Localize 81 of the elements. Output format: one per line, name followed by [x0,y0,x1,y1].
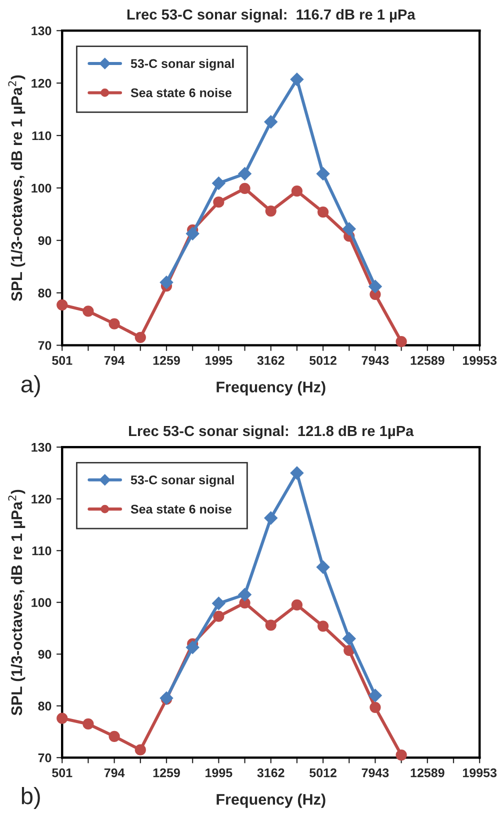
y-tick-label: 70 [38,341,52,350]
point [291,186,303,197]
point [108,318,120,330]
point [316,560,330,574]
point [238,588,252,602]
x-tick-label: 501 [52,356,72,365]
chart-title: Lrec 53-C sonar signal: 121.8 dB re 1µPa [129,425,414,440]
point [396,336,407,348]
legend-label: Sea state 6 noise [130,88,232,98]
point [56,299,68,310]
point [342,632,356,646]
x-tick-label: 19953 [463,768,497,778]
legend-label: 53-C sonar signal [130,58,234,71]
x-tick-label: 5012 [310,768,336,778]
point [342,222,356,236]
x-tick-label: 3162 [257,768,284,778]
y-tick-label: 80 [38,288,52,298]
y-tick-label: 80 [38,702,52,711]
point [134,744,146,756]
point [396,749,407,761]
legend-label: Sea state 6 noise [130,504,232,514]
point [370,702,381,713]
point [368,688,382,702]
x-tick-label: 7943 [362,356,389,365]
y-tick-label: 100 [32,184,52,193]
y-tick-label: 90 [38,650,52,659]
y-tick-label: 70 [38,753,52,762]
text: b) [22,786,40,809]
x-tick-label: 501 [52,768,72,778]
point [290,466,304,480]
x-tick-label: 3162 [257,356,284,365]
point [238,167,252,180]
point [213,196,224,208]
point [186,640,200,654]
point [56,712,68,724]
x-tick-label: 19953 [463,356,497,365]
x-tick-label: 12589 [410,356,444,365]
point [291,599,303,611]
y-tick-label: 120 [32,494,52,504]
y-tick-label: 120 [32,78,52,88]
legend-label: 53-C sonar signal [130,475,234,487]
y-tick-label: 110 [32,131,52,140]
point [264,511,278,525]
y-tick-label: 90 [38,236,52,246]
point [186,226,200,240]
point [82,718,94,730]
point [160,276,174,289]
text: a) [21,375,40,398]
x-tick-label: 1995 [206,768,232,778]
point [317,206,329,218]
x-tick-label: 7943 [362,768,389,778]
point [212,596,226,610]
x-tick-label: 1259 [153,356,180,365]
y-tick-label: 110 [32,546,52,556]
x-tick-label: 794 [104,768,125,778]
x-axis-title: Frequency (Hz) [216,794,326,808]
y-axis-title: SPL (1/3-octaves, dB re 1 µPa$^{2}$) [8,490,26,716]
y-tick-label: 130 [32,26,52,36]
point [213,610,224,622]
x-tick-label: 12589 [410,768,444,778]
point [239,182,250,194]
point [316,167,330,180]
x-tick-label: 1995 [206,356,232,365]
point [264,115,278,128]
x-axis-title: Frequency (Hz) [216,381,326,396]
point [134,332,146,343]
x-tick-label: 794 [104,356,125,365]
point [108,730,120,742]
y-tick-label: 100 [32,598,52,608]
chart-title: Lrec 53-C sonar signal: 116.7 dB re 1 µPa [127,8,416,23]
point [82,306,94,317]
point [317,620,329,632]
point [212,176,226,190]
point [265,205,276,217]
point [290,72,304,86]
x-tick-label: 1259 [153,768,180,778]
point [368,280,382,294]
y-tick-label: 130 [32,442,52,452]
x-tick-label: 5012 [310,356,336,365]
point [265,620,276,631]
y-axis-title: SPL (1/3-octaves, dB re 1 µPa$^{2}$) [8,75,26,301]
